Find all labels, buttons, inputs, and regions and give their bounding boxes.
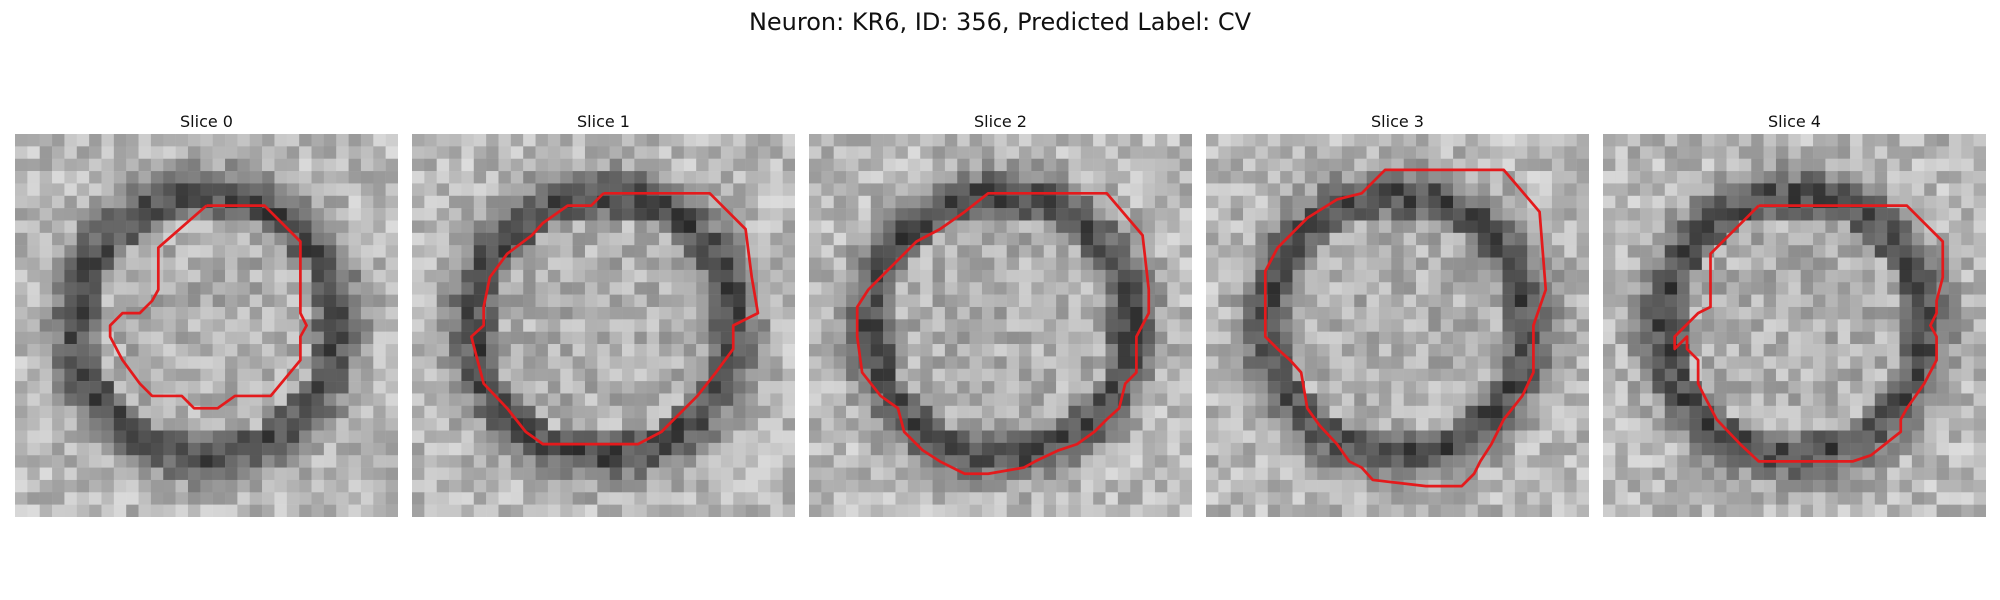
segmentation-outline [108, 204, 308, 410]
slice-title-4: Slice 4 [1768, 112, 1821, 131]
slice-panel-3: Slice 3 [1206, 110, 1589, 517]
pixel-grid [15, 134, 398, 517]
slice-image-2 [809, 134, 1192, 517]
slice-panel-4: Slice 4 [1603, 110, 1986, 517]
segmentation-outline [855, 191, 1151, 476]
slice-title-1: Slice 1 [577, 112, 630, 131]
slice-panel-1: Slice 1 [412, 110, 795, 517]
slice-image-3 [1206, 134, 1589, 517]
segmentation-outline [1263, 168, 1548, 488]
pixel-grid [809, 134, 1192, 517]
slice-image-1 [412, 134, 795, 517]
slice-image-4 [1603, 134, 1986, 517]
slice-panel-0: Slice 0 [15, 110, 398, 517]
slice-title-2: Slice 2 [974, 112, 1027, 131]
slice-panel-2: Slice 2 [809, 110, 1192, 517]
figure-title: Neuron: KR6, ID: 356, Predicted Label: C… [748, 8, 1252, 36]
pixel-grid [1206, 134, 1589, 517]
pixel-grid [412, 134, 795, 517]
segmentation-outline [1673, 204, 1945, 463]
slice-title-0: Slice 0 [180, 112, 233, 131]
slice-title-3: Slice 3 [1371, 112, 1424, 131]
segmentation-outline [469, 191, 760, 446]
slice-image-0 [15, 134, 398, 517]
pixel-grid [1603, 134, 1986, 517]
